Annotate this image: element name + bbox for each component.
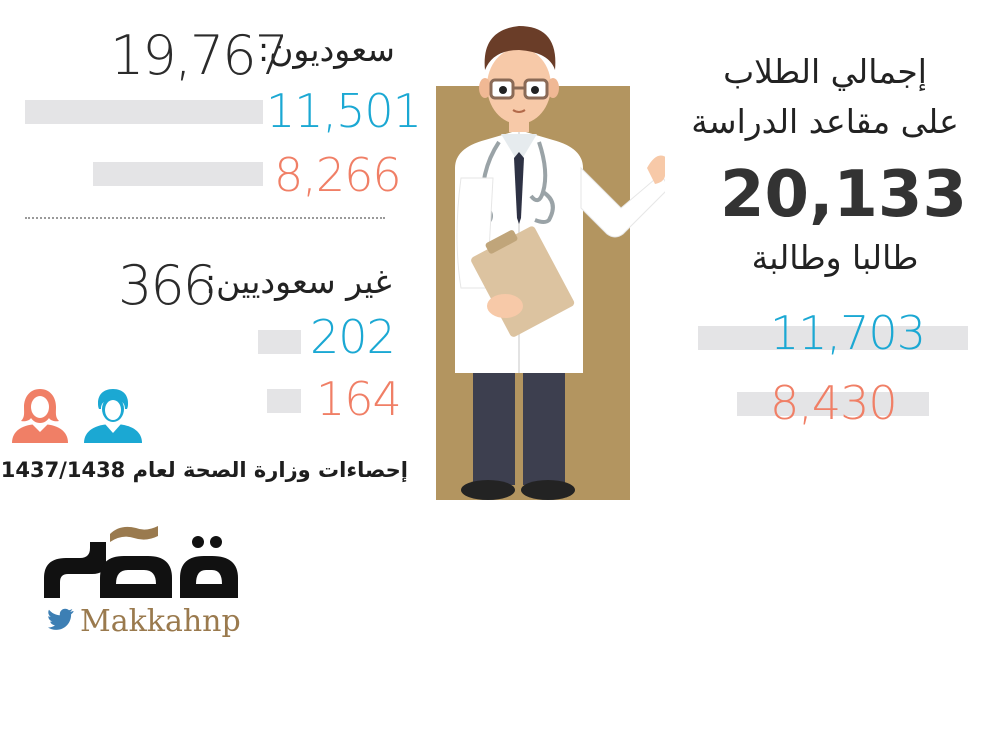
non-saudi-total-value: 366 (118, 254, 217, 317)
total-title-line1: إجمالي الطلاب (723, 52, 927, 91)
male-user-icon (84, 389, 142, 443)
saudi-total-value: 19,767 (110, 24, 289, 87)
logo-wordmark (44, 526, 238, 598)
logo-handle: Makkahnp (80, 604, 241, 639)
female-user-icon (12, 389, 68, 443)
non-saudi-male-bar (258, 330, 301, 354)
total-female-value: 8,430 (770, 376, 898, 430)
total-title-line2: على مقاعد الدراسة (691, 102, 959, 141)
saudi-female-bar (93, 162, 263, 186)
doctor-illustration (436, 26, 665, 500)
section-divider (25, 217, 385, 219)
saudi-female-value: 8,266 (274, 148, 402, 202)
saudi-male-value: 11,501 (266, 84, 422, 138)
total-value: 20,133 (720, 158, 967, 232)
saudi-label: سعوديون: (258, 30, 395, 69)
total-subtitle: طالبا وطالبة (751, 238, 919, 277)
non-saudi-male-value: 202 (310, 310, 396, 364)
total-female-bar (737, 392, 929, 416)
non-saudi-female-bar (267, 389, 301, 413)
total-male-value: 11,703 (770, 306, 926, 360)
source-note: إحصاءات وزارة الصحة لعام 1437/1438 (0, 458, 408, 482)
total-male-bar (698, 326, 968, 350)
non-saudi-female-value: 164 (316, 372, 402, 426)
non-saudi-label: غير سعوديين: (205, 262, 392, 301)
saudi-male-bar (25, 100, 263, 124)
twitter-icon (48, 608, 74, 630)
